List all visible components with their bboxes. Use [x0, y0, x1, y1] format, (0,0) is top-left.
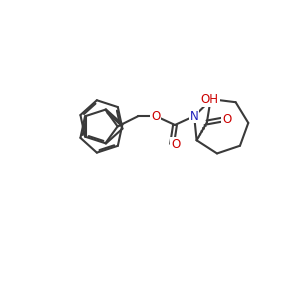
Text: N: N [190, 110, 199, 123]
Text: OH: OH [201, 93, 219, 106]
Text: O: O [222, 113, 232, 126]
Text: O: O [171, 138, 180, 151]
Text: O: O [151, 110, 160, 123]
